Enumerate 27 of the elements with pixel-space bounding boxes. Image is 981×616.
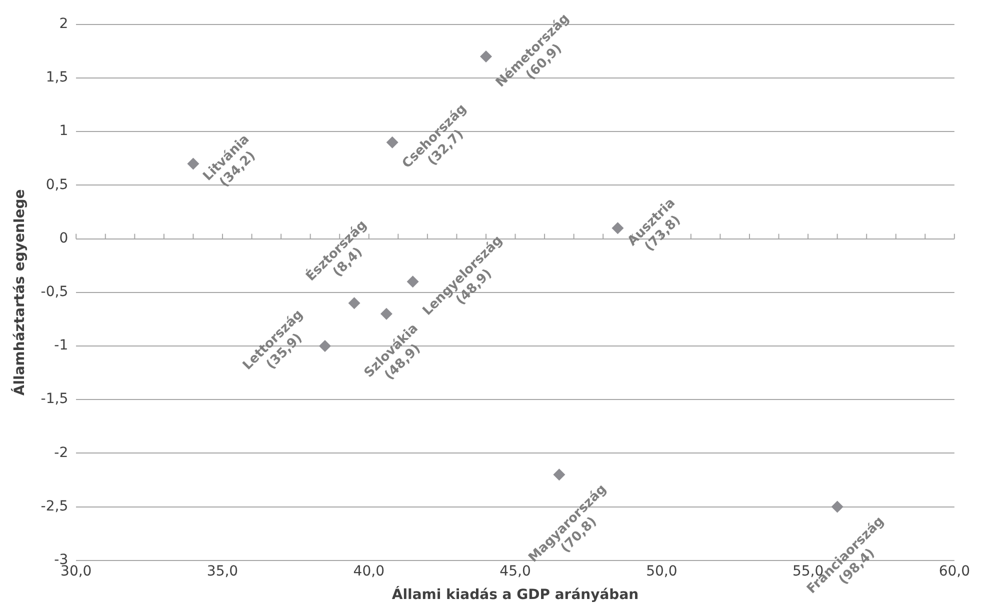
y-tick-label: 0 bbox=[59, 230, 68, 246]
y-tick-label: 1 bbox=[59, 123, 68, 140]
x-axis-title: Állami kiadás a GDP arányában bbox=[392, 586, 639, 604]
point bbox=[553, 468, 566, 481]
point bbox=[386, 136, 398, 148]
point bbox=[348, 297, 360, 310]
point bbox=[480, 50, 492, 63]
x-tick-label: 60,0 bbox=[938, 563, 970, 580]
x-tick-label: 35,0 bbox=[206, 563, 238, 580]
y-tick-label: -1,5 bbox=[40, 391, 68, 408]
point bbox=[831, 500, 844, 513]
y-axis-title: Államháztartás egyenlege bbox=[11, 189, 28, 396]
x-tick-label: 50,0 bbox=[646, 563, 678, 580]
x-tick-label: 40,0 bbox=[353, 563, 384, 580]
point bbox=[318, 340, 331, 352]
y-tick-label: 2 bbox=[59, 16, 68, 32]
point bbox=[187, 158, 200, 170]
point bbox=[380, 308, 392, 320]
x-tick-label: 45,0 bbox=[500, 563, 531, 580]
y-tick-label: -1 bbox=[54, 338, 68, 354]
y-tick-label: -2,5 bbox=[40, 498, 68, 514]
y-tick-label: 0,5 bbox=[46, 176, 68, 193]
point bbox=[406, 276, 419, 288]
y-tick-label: 1,5 bbox=[46, 70, 68, 86]
point bbox=[612, 222, 624, 234]
y-tick-label: -0,5 bbox=[40, 284, 68, 300]
y-tick-label: -2 bbox=[54, 444, 68, 461]
